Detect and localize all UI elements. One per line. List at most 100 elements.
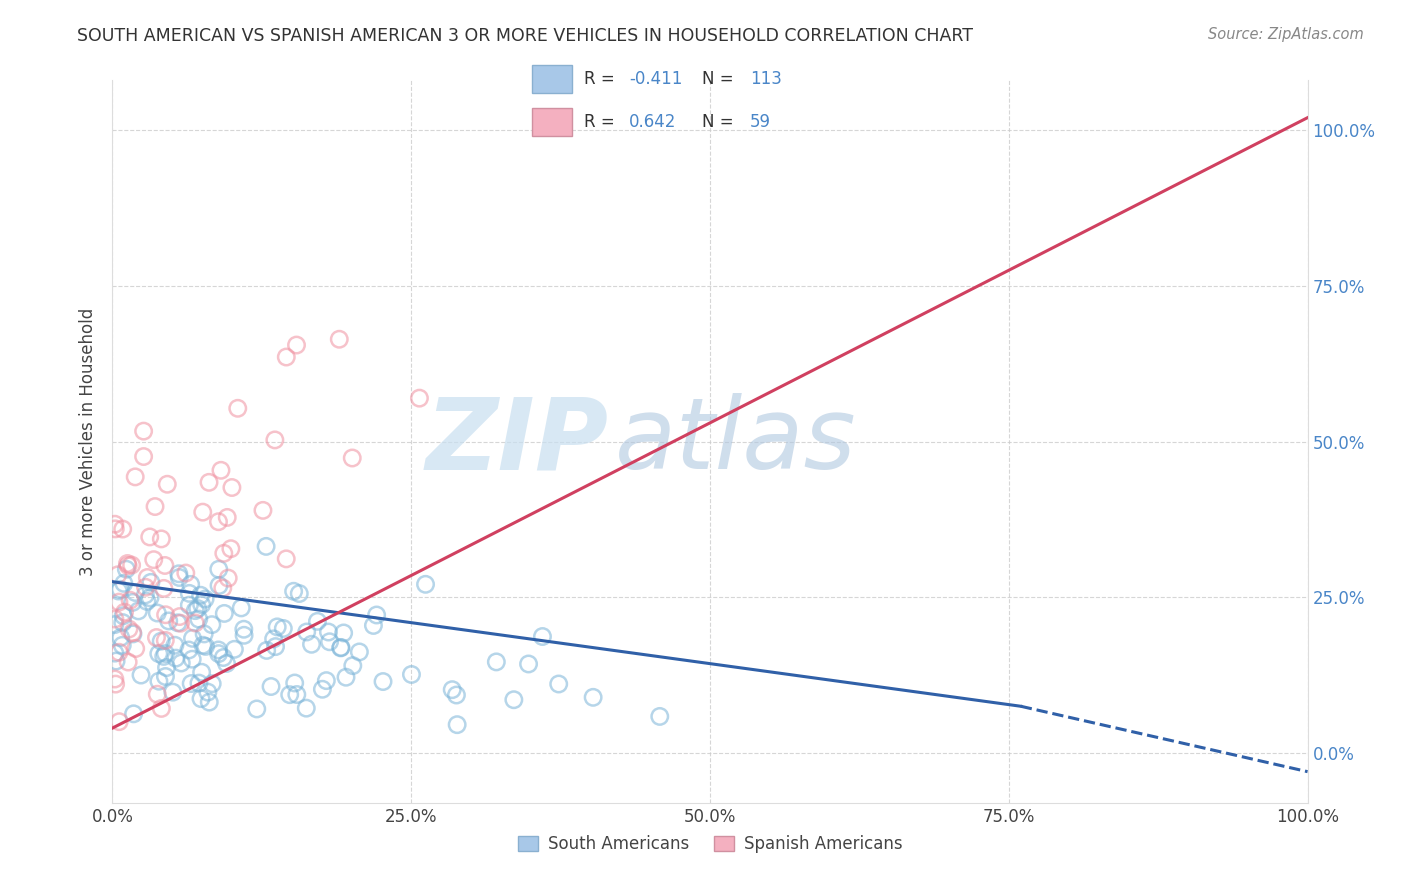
Point: [162, 685, 184, 699]
Point: [328, 332, 350, 346]
Point: [142, 552, 165, 566]
Text: atlas: atlas: [614, 393, 856, 490]
Point: [139, 575, 162, 590]
Point: [441, 682, 464, 697]
Point: [330, 640, 353, 655]
Point: [335, 670, 357, 684]
Point: [263, 632, 285, 646]
Point: [208, 578, 231, 592]
Point: [114, 605, 136, 619]
Point: [177, 643, 200, 657]
Point: [207, 643, 229, 657]
Point: [181, 632, 204, 646]
Point: [276, 552, 298, 566]
Point: [155, 660, 177, 674]
Point: [197, 685, 219, 699]
Point: [121, 625, 143, 640]
Point: [329, 640, 352, 655]
Point: [285, 338, 308, 352]
Point: [110, 631, 132, 645]
Point: [104, 612, 127, 626]
Point: [107, 584, 129, 599]
Point: [215, 657, 238, 671]
Point: [198, 695, 221, 709]
Point: [284, 676, 307, 690]
Text: 59: 59: [749, 113, 770, 131]
Text: 0.642: 0.642: [628, 113, 676, 131]
Point: [148, 647, 170, 661]
Point: [517, 657, 540, 671]
Point: [167, 566, 190, 581]
Point: [371, 674, 394, 689]
Point: [212, 546, 235, 560]
Point: [104, 672, 127, 686]
Point: [104, 517, 127, 532]
Point: [166, 615, 188, 630]
Point: [134, 588, 156, 602]
Point: [165, 651, 187, 665]
Point: [446, 688, 468, 702]
Text: R =: R =: [583, 70, 620, 87]
Point: [153, 582, 176, 596]
Point: [155, 647, 177, 661]
Point: [231, 600, 253, 615]
Point: [301, 637, 323, 651]
Text: 113: 113: [749, 70, 782, 87]
Legend: South Americans, Spanish Americans: South Americans, Spanish Americans: [510, 828, 910, 860]
Point: [174, 566, 197, 580]
Point: [446, 717, 468, 731]
Point: [295, 625, 318, 640]
Point: [485, 655, 508, 669]
Point: [191, 638, 214, 652]
Point: [349, 645, 371, 659]
Point: [117, 558, 139, 573]
Point: [117, 655, 139, 669]
Point: [190, 598, 212, 612]
Point: [127, 604, 149, 618]
Point: [187, 601, 209, 615]
Point: [104, 646, 127, 660]
Point: [155, 607, 177, 622]
Point: [582, 690, 605, 705]
Point: [122, 706, 145, 721]
Point: [264, 640, 287, 654]
Point: [311, 682, 333, 697]
Point: [155, 669, 177, 683]
Point: [155, 633, 177, 648]
Point: [191, 505, 214, 519]
Point: [115, 562, 138, 576]
Point: [139, 530, 162, 544]
Point: [111, 638, 134, 652]
Bar: [533, 108, 572, 136]
Y-axis label: 3 or more Vehicles in Household: 3 or more Vehicles in Household: [79, 308, 97, 575]
Point: [194, 640, 217, 654]
Point: [132, 424, 155, 438]
Point: [132, 450, 155, 464]
Point: [256, 643, 278, 657]
Text: -0.411: -0.411: [628, 70, 682, 87]
Point: [219, 541, 242, 556]
Point: [150, 634, 173, 648]
Point: [145, 631, 167, 645]
Point: [201, 676, 224, 690]
Point: [285, 688, 308, 702]
Point: [150, 701, 173, 715]
Point: [401, 667, 423, 681]
Point: [169, 609, 191, 624]
Point: [278, 688, 301, 702]
Point: [187, 612, 209, 626]
Point: [104, 677, 127, 691]
Point: [105, 654, 128, 668]
Point: [224, 642, 246, 657]
Point: [288, 586, 311, 600]
Point: [146, 606, 169, 620]
Text: N =: N =: [702, 70, 738, 87]
Point: [107, 567, 129, 582]
Point: [179, 586, 201, 600]
Point: [179, 598, 201, 612]
Point: [121, 558, 143, 572]
Point: [163, 638, 186, 652]
Point: [135, 580, 157, 594]
Point: [502, 692, 524, 706]
Text: N =: N =: [702, 113, 738, 131]
